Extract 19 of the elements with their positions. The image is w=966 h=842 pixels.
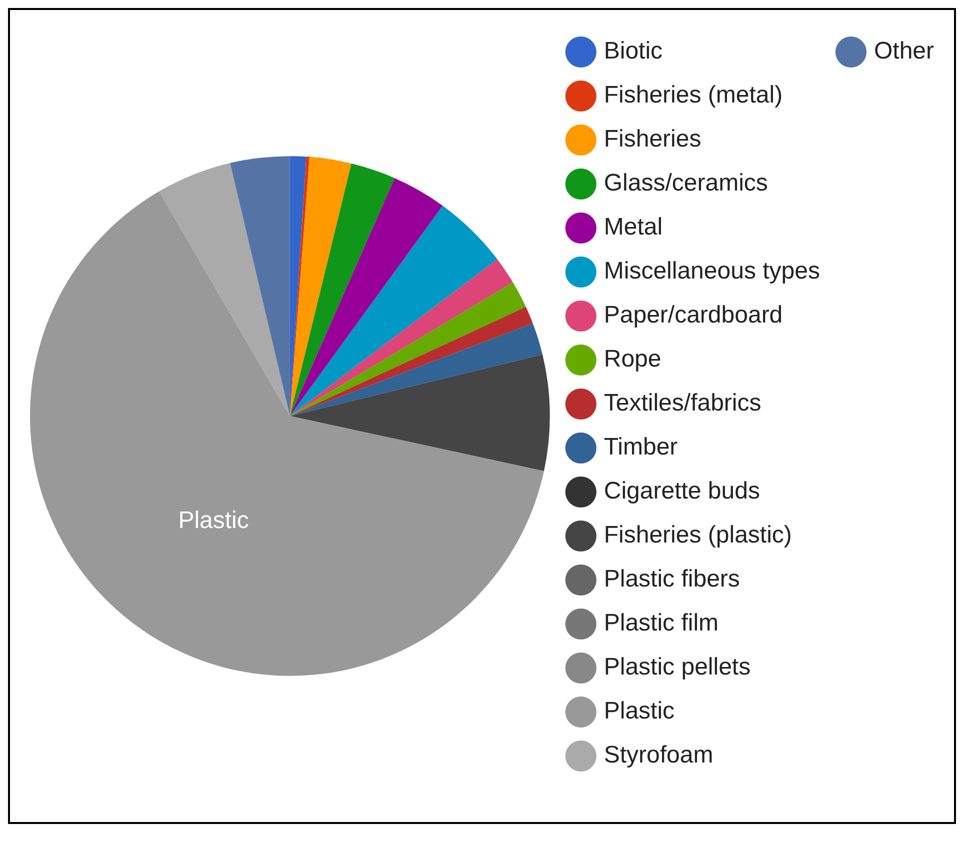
legend-label: Plastic pellets [604,654,751,681]
legend-label: Plastic [604,698,675,725]
legend-label: Fisheries (plastic) [604,522,792,549]
legend-label: Cigarette buds [604,478,760,505]
legend-label: Miscellaneous types [604,258,820,285]
legend-label: Metal [604,214,663,241]
legend-label: Rope [604,346,662,373]
legend-label: Biotic [604,38,663,65]
legend-label: Fisheries (metal) [604,82,783,109]
legend-label: Plastic fibers [604,566,740,593]
legend-label: Other [874,38,934,65]
legend-label: Textiles/fabrics [604,390,762,417]
legend-label: Glass/ceramics [604,170,768,197]
legend-label: Styrofoam [604,742,714,769]
legend-label: Paper/cardboard [604,302,783,329]
legend-label: Plastic film [604,610,719,637]
legend-label: Timber [604,434,678,461]
legend-label: Fisheries [604,126,702,153]
text: Plastic [178,506,249,534]
